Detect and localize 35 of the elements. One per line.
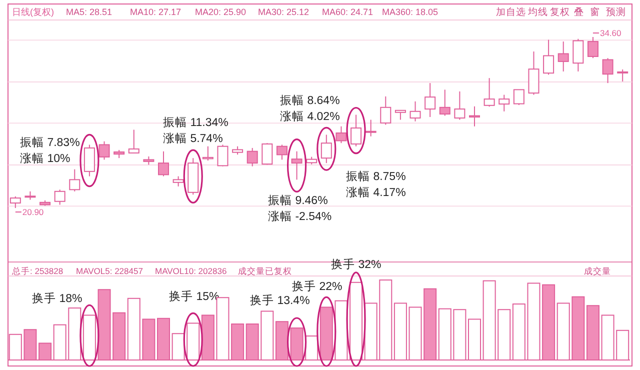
- text: MA60: 24.71: [322, 7, 374, 17]
- text: 叠: [574, 7, 584, 18]
- text: MA5: 28.51: [66, 7, 112, 17]
- annotation: 振幅 8.64%: [280, 94, 340, 107]
- text: 窗: [590, 6, 600, 18]
- annotation: 换手 13.4%: [250, 293, 310, 307]
- text: 成交量: [584, 266, 611, 276]
- text: 换手 32%: [331, 257, 382, 271]
- text: MA20: 25.90: [195, 7, 246, 17]
- annotation: 涨幅 10%: [20, 152, 70, 165]
- annotation: 换手 15%: [169, 289, 220, 303]
- annotation: 34.60: [600, 28, 622, 38]
- text: MA30: 25.12: [258, 7, 310, 17]
- annotation: 涨幅 4.02%: [280, 110, 340, 123]
- text: 复权: [550, 6, 570, 18]
- text: 成交量已复权: [238, 266, 292, 276]
- annotation: 涨幅 4.17%: [346, 186, 406, 199]
- annotation: 振幅 9.46%: [268, 194, 328, 207]
- text: 加自选: [496, 6, 526, 18]
- text: 涨幅 -2.54%: [268, 210, 332, 223]
- annotation: 振幅 7.83%: [20, 136, 80, 149]
- chart-title: 日线(复权): [12, 7, 54, 17]
- annotation: 振幅 8.75%: [346, 170, 406, 183]
- text: 总手: 253828: [11, 266, 64, 276]
- annotation: 20.90: [22, 207, 44, 217]
- text: 均线: [527, 6, 548, 18]
- text: MA10: 27.17: [130, 7, 182, 17]
- annotation: 换手 22%: [292, 279, 342, 293]
- annotation: 换手 18%: [32, 291, 82, 305]
- text: 预测: [606, 6, 626, 18]
- annotation: 振幅 11.34%: [163, 116, 228, 129]
- annotation: 涨幅 5.74%: [163, 132, 223, 145]
- text: MA360: 18.05: [382, 7, 438, 17]
- text: MAVOL5: 228457: [76, 266, 144, 276]
- text: MAVOL10: 202836: [155, 266, 227, 276]
